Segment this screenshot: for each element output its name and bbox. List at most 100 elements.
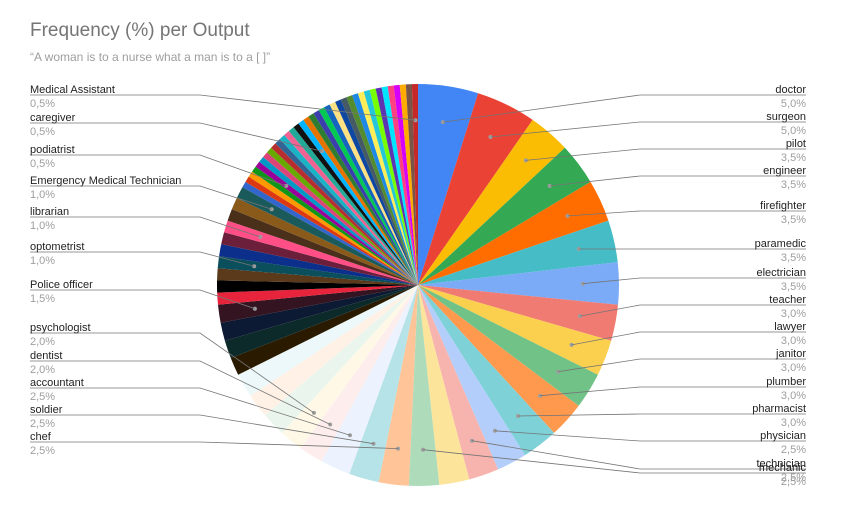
pie-slice-accountant	[321, 285, 418, 474]
pie-slice	[288, 127, 418, 285]
slice-label: mechanic	[759, 462, 807, 474]
slice-value: 3,0%	[781, 362, 806, 374]
slice-value: 0,5%	[30, 98, 55, 110]
pie-slice-surgeon	[418, 93, 533, 285]
pie-slice	[340, 97, 418, 285]
slice-value: 3,5%	[781, 252, 806, 264]
slice-value: 2,5%	[781, 476, 806, 488]
slice-label: surgeon	[766, 111, 806, 123]
slice-label: engineer	[763, 165, 806, 177]
pie-slice-police-officer	[217, 285, 418, 323]
pie-slice-pharmacist	[418, 285, 555, 456]
slice-label: podiatrist	[30, 144, 75, 156]
leader-line	[30, 289, 256, 310]
pie-slice	[227, 209, 418, 285]
slice-label: paramedic	[755, 238, 807, 250]
leader-line	[494, 430, 806, 442]
pie-slice	[245, 176, 418, 285]
leader-line	[30, 251, 255, 267]
pie-slice	[221, 232, 418, 285]
pie-slice-psychologist	[281, 285, 418, 449]
slice-value: 1,0%	[30, 255, 55, 267]
slice-value: 3,0%	[781, 390, 806, 402]
pie-slice	[263, 152, 418, 285]
pie-slice-electrician	[418, 262, 619, 305]
pie-slice	[393, 84, 418, 285]
pie-slice	[217, 285, 418, 305]
leader-line	[567, 210, 806, 217]
leader-line	[582, 277, 806, 285]
slice-label: accountant	[30, 377, 84, 389]
slice-value: 3,0%	[781, 417, 806, 429]
slice-value: 3,0%	[781, 308, 806, 320]
slice-label: optometrist	[30, 241, 84, 253]
leader-line	[30, 360, 331, 425]
leader-line	[579, 304, 806, 317]
slice-label: librarian	[30, 206, 69, 218]
slice-value: 2,0%	[30, 336, 55, 348]
leader-line	[30, 216, 261, 238]
slice-label: Emergency Medical Technician	[30, 175, 181, 187]
pie-slice-physician	[418, 285, 526, 470]
leader-line	[30, 154, 287, 187]
pie-slice-dentist	[300, 285, 418, 462]
slice-label: lawyer	[774, 321, 806, 333]
slice-label: janitor	[775, 348, 806, 360]
pie-slice	[230, 285, 418, 375]
slice-label: electrician	[756, 267, 806, 279]
pie-slice	[363, 89, 418, 286]
slice-label: firefighter	[760, 200, 806, 212]
pie-slice	[279, 135, 418, 285]
slice-label: Police officer	[30, 279, 93, 291]
slice-value: 1,0%	[30, 220, 55, 232]
pie-slice-teacher	[418, 285, 619, 341]
slice-value: 3,5%	[781, 179, 806, 191]
pie-slice-janitor	[418, 285, 598, 406]
pie-slice-paramedic	[418, 220, 618, 285]
leader-line	[490, 121, 806, 138]
leader-line	[518, 413, 806, 417]
slice-label: physician	[760, 430, 806, 442]
pie-slice	[216, 280, 418, 293]
pie-slice	[271, 143, 418, 285]
slices-layer	[216, 83, 619, 486]
slice-value: 3,0%	[781, 335, 806, 347]
leader-line	[571, 331, 806, 346]
slice-value: 2,5%	[781, 444, 806, 456]
slice-label: chef	[30, 431, 52, 443]
pie-slice-medical-assistant	[411, 83, 418, 285]
leader-line	[30, 387, 351, 436]
pie-slice-lawyer	[418, 285, 612, 375]
chart-title: Frequency (%) per Output	[30, 20, 250, 41]
pie-slice	[238, 285, 418, 396]
pie-slice	[275, 139, 418, 285]
pie-slice	[250, 285, 418, 416]
pie-slice-optometrist	[217, 256, 418, 285]
pie-slice-soldier	[349, 285, 418, 483]
leader-line	[30, 94, 416, 121]
leader-line	[549, 175, 806, 187]
slice-label: caregiver	[30, 112, 76, 124]
slice-label: soldier	[30, 404, 63, 416]
pie-slice	[248, 171, 418, 285]
pie-slice	[231, 197, 418, 285]
slice-value: 1,0%	[30, 189, 55, 201]
pie-slice	[318, 107, 418, 286]
pie-slice	[259, 156, 418, 285]
leader-dot	[252, 264, 257, 269]
pie-slice	[418, 285, 470, 485]
slice-value: 2,5%	[30, 391, 55, 403]
pie-slice	[303, 116, 418, 285]
pie-slice	[381, 86, 418, 285]
pie-slice	[352, 93, 418, 285]
pie-slice	[335, 99, 418, 285]
slice-value: 3,5%	[781, 281, 806, 293]
slice-label: pilot	[786, 138, 806, 150]
slice-label: plumber	[766, 376, 806, 388]
pie-slice	[242, 181, 418, 285]
pie-slice-librarian	[224, 220, 418, 285]
slice-value: 2,5%	[30, 445, 55, 457]
pie-slice	[293, 123, 418, 285]
pie-slice	[265, 285, 418, 433]
